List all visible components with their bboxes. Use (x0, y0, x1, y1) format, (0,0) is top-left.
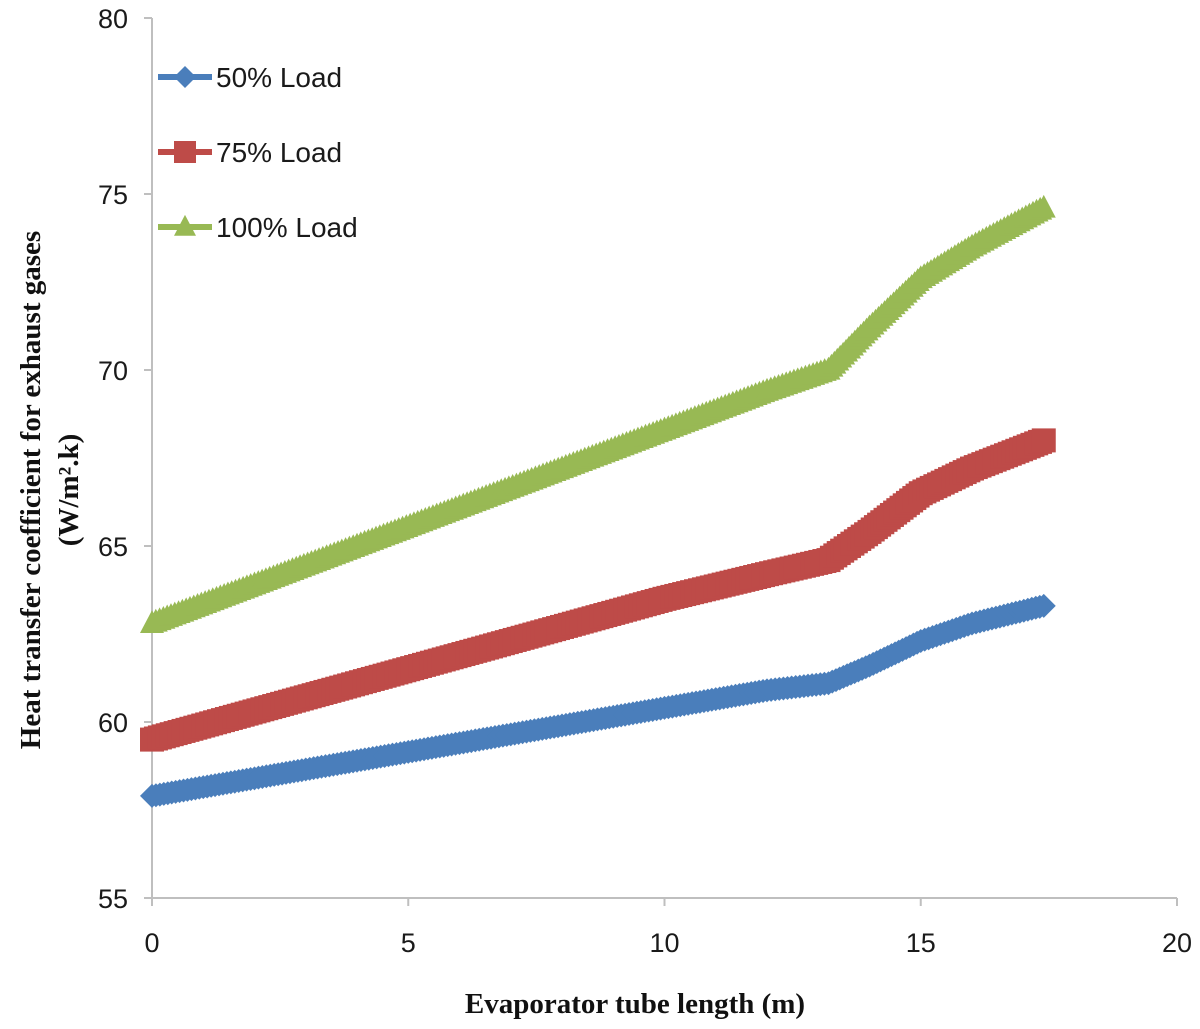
legend-marker (174, 214, 196, 236)
legend-label: 50% Load (216, 62, 342, 93)
legend-marker (174, 141, 196, 163)
legend-label: 75% Load (216, 137, 342, 168)
x-tick-label: 5 (401, 928, 416, 958)
legend-item: 50% Load (158, 62, 342, 93)
tick-labels: 55 60 65 70 75 80 0 5 10 15 20 (98, 4, 1192, 958)
y-tick-label: 60 (98, 708, 128, 738)
legend-item: 100% Load (158, 212, 358, 243)
y-axis-title: Heat transfer coefficient for exhaust ga… (15, 231, 85, 749)
x-tick-label: 10 (649, 928, 679, 958)
series-75-load (140, 428, 1056, 752)
y-tick-label: 65 (98, 532, 128, 562)
x-axis-title: Evaporator tube length (m) (465, 988, 805, 1020)
series (140, 194, 1056, 808)
series-marker (1031, 593, 1056, 618)
series-marker (1031, 194, 1056, 218)
legend-marker (174, 66, 196, 88)
y-tick-label: 80 (98, 4, 128, 34)
legend: 50% Load 75% Load 100% Load (158, 62, 358, 243)
x-tick-label: 0 (144, 928, 159, 958)
series-line (150, 203, 1047, 629)
y-axis-title-line2: (W/m².k) (53, 434, 85, 547)
series-50-load (140, 593, 1056, 808)
y-axis-title-line1: Heat transfer coefficient for exhaust ga… (15, 231, 47, 749)
y-tick-label: 75 (98, 180, 128, 210)
x-tick-label: 20 (1162, 928, 1192, 958)
x-tick-label: 15 (906, 928, 936, 958)
series-100-load (140, 194, 1056, 634)
legend-label: 100% Load (216, 212, 358, 243)
y-tick-label: 70 (98, 356, 128, 386)
legend-item: 75% Load (158, 137, 342, 168)
series-marker (1031, 428, 1056, 453)
y-tick-label: 55 (98, 884, 128, 914)
